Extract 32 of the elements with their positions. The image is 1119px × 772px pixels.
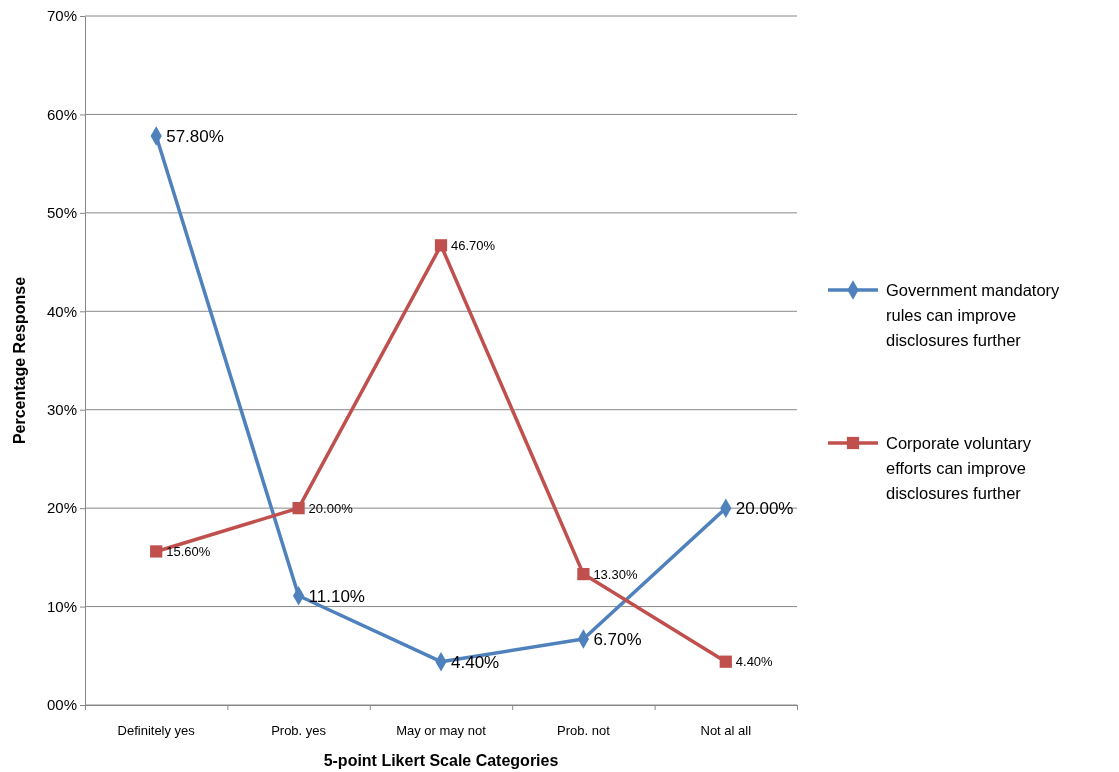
data-label: 4.40% xyxy=(735,654,774,670)
y-tick-label: 70% xyxy=(46,7,77,25)
point xyxy=(719,655,732,668)
data-label: 4.40% xyxy=(451,652,500,672)
x-tick-label: Definitely yes xyxy=(117,723,196,738)
legend-label: Corporate voluntary efforts can improve disclosures further xyxy=(886,434,1032,502)
point xyxy=(577,567,590,581)
data-label: 15.60% xyxy=(166,544,211,559)
data-label: 20.00% xyxy=(735,499,794,519)
y-tick-label: 10% xyxy=(46,597,77,615)
data-label: 6.70% xyxy=(593,630,642,649)
data-label: 13.30% xyxy=(593,566,638,582)
x-tick-label: May or may not xyxy=(396,723,487,738)
data-label: 20.00% xyxy=(308,500,354,516)
y-tick-label: 60% xyxy=(46,105,77,123)
y-tick-label: 50% xyxy=(46,204,77,222)
x-tick-label: Not al all xyxy=(700,723,752,738)
data-label: 57.80% xyxy=(166,127,224,147)
x-tick-label: Prob. yes xyxy=(271,723,327,738)
y-axis-title: Percentage Response xyxy=(11,276,28,445)
x-tick-label: Prob. not xyxy=(557,723,611,738)
y-tick-label: 00% xyxy=(46,696,77,714)
x-axis-title: 5-point Likert Scale Categories xyxy=(323,752,559,769)
point xyxy=(150,545,163,558)
point xyxy=(434,239,448,252)
point xyxy=(292,502,305,515)
y-tick-label: 40% xyxy=(46,302,77,320)
data-label: 11.10% xyxy=(308,586,366,606)
y-tick-label: 20% xyxy=(46,499,77,517)
y-tick-label: 30% xyxy=(46,401,77,419)
legend-label: Government mandatory rules can improve disclosures further xyxy=(886,281,1061,349)
data-label: 46.70% xyxy=(451,237,496,253)
